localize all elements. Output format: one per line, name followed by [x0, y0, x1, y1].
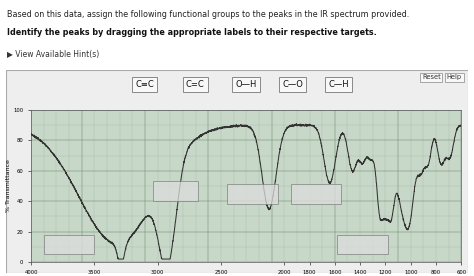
Bar — [44, 235, 94, 254]
Bar — [337, 235, 388, 254]
Text: C=C: C=C — [186, 80, 205, 89]
Bar — [153, 181, 198, 201]
Text: C—H: C—H — [328, 80, 349, 89]
Text: O—H: O—H — [236, 80, 257, 89]
Text: ▶ View Available Hint(s): ▶ View Available Hint(s) — [7, 50, 100, 59]
Text: C≡C: C≡C — [135, 80, 154, 89]
Text: Identify the peaks by dragging the appropriate labels to their respective target: Identify the peaks by dragging the appro… — [7, 28, 377, 37]
Bar — [291, 184, 341, 204]
Y-axis label: % Transmittance: % Transmittance — [6, 160, 10, 213]
Bar — [227, 184, 278, 204]
Text: Help: Help — [447, 75, 462, 80]
Text: C—O: C—O — [282, 80, 303, 89]
Text: Reset: Reset — [422, 75, 441, 80]
Text: Based on this data, assign the following functional groups to the peaks in the I: Based on this data, assign the following… — [7, 10, 410, 19]
